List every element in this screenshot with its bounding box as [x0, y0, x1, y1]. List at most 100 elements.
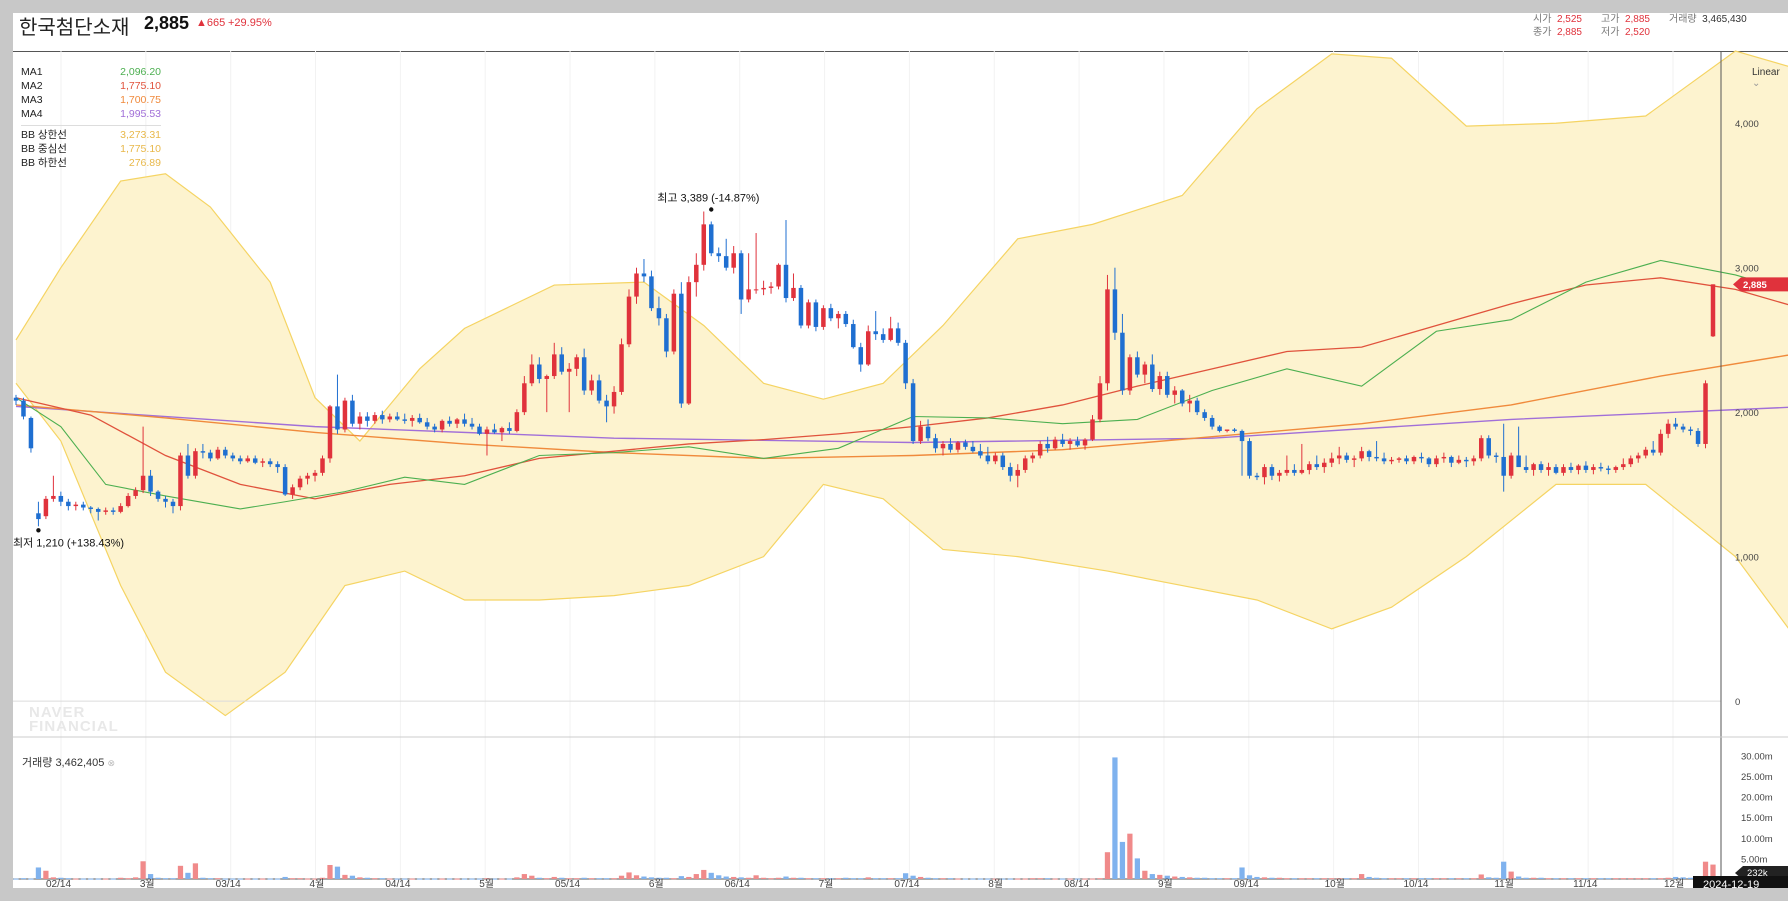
- volume-bar: [1000, 878, 1006, 880]
- volume-bar: [491, 878, 498, 880]
- volume-bar: [1665, 877, 1671, 879]
- x-tick-label: 11월: [1494, 878, 1514, 888]
- ma-legend-value: 1,995.53: [120, 108, 161, 120]
- volume-bar: [125, 878, 131, 880]
- candle-body: [305, 475, 310, 479]
- candle-body: [1531, 464, 1536, 470]
- volume-bar: [1426, 878, 1432, 880]
- volume-bar: [1067, 878, 1073, 880]
- candle-body: [133, 490, 138, 496]
- x-tick-label: 3월: [140, 878, 155, 888]
- ma-legend-value: 1,775.10: [120, 80, 161, 92]
- candle-body: [761, 287, 766, 290]
- volume-bar: [1336, 878, 1342, 880]
- volume-bar: [319, 877, 326, 879]
- volume-bar: [514, 877, 520, 879]
- volume-bar: [858, 878, 864, 880]
- volume-tick-label: 15.00m: [1741, 813, 1773, 824]
- volume-bar: [140, 861, 146, 879]
- volume-tick-label: 5.00m: [1741, 854, 1767, 865]
- candle-body: [574, 357, 579, 369]
- volume-bar: [1493, 877, 1499, 879]
- candle-body: [1135, 357, 1140, 375]
- candle-body: [245, 458, 250, 462]
- candle-body: [342, 400, 348, 430]
- candle-body: [1396, 458, 1402, 460]
- candle-body: [110, 510, 116, 512]
- volume-bar: [626, 872, 632, 879]
- volume-bar: [843, 877, 849, 879]
- candle-body: [813, 302, 819, 327]
- candle-body: [1583, 465, 1589, 470]
- volume-bar: [1680, 877, 1686, 879]
- volume-bar: [394, 878, 400, 880]
- volume-bar: [58, 877, 64, 879]
- volume-bar: [1702, 861, 1709, 879]
- volume-header-value: 3,465,430: [1702, 14, 1747, 25]
- candle-body: [880, 334, 886, 340]
- volume-bar: [237, 878, 243, 880]
- candle-body: [1277, 472, 1282, 476]
- volume-header-label: 거래량: [1669, 14, 1697, 25]
- candle-body: [955, 442, 961, 450]
- volume-bar: [589, 878, 595, 880]
- volume-bar: [656, 877, 662, 879]
- candle-body: [776, 264, 781, 287]
- scale-mode-select[interactable]: Linear ⌄: [1752, 67, 1788, 89]
- watermark-line-1: NAVER: [29, 704, 86, 721]
- volume-bar: [1059, 878, 1066, 880]
- candle-body: [1523, 467, 1529, 470]
- volume-bar: [618, 875, 625, 879]
- candle-body: [155, 491, 161, 499]
- volume-bar: [304, 878, 311, 880]
- price-volume-chart[interactable]: 최고 3,389 (-14.87%)최저 1,210 (+138.43%)유증0…: [13, 13, 1788, 888]
- ma-legend-label: MA2: [21, 80, 43, 92]
- volume-bar: [1545, 878, 1552, 880]
- candle-body: [1359, 451, 1364, 459]
- volume-bar: [603, 878, 610, 880]
- bb-legend-label: BB 상한선: [21, 129, 67, 141]
- volume-bar: [207, 878, 213, 880]
- close-icon[interactable]: ⊗: [107, 758, 115, 768]
- candle-body: [641, 273, 647, 277]
- high-label: 고가: [1601, 14, 1620, 25]
- candle-body: [604, 400, 609, 407]
- volume-bar: [20, 878, 27, 880]
- candle-body: [1471, 458, 1477, 462]
- volume-bar: [185, 872, 191, 879]
- volume-bar: [1321, 878, 1327, 880]
- volume-bar: [506, 878, 513, 880]
- volume-bar: [432, 878, 438, 880]
- volume-bar: [873, 878, 879, 880]
- volume-bar: [402, 878, 408, 880]
- volume-bar: [663, 877, 670, 879]
- candle-body: [1613, 467, 1619, 470]
- candle-body: [66, 501, 71, 507]
- candle-body: [1172, 390, 1177, 395]
- candle-body: [1336, 455, 1342, 459]
- candle-body: [260, 461, 265, 463]
- candle-body: [380, 415, 385, 420]
- volume-bar: [566, 878, 572, 880]
- chevron-down-icon: ⌄: [1752, 78, 1761, 89]
- volume-bar: [1598, 878, 1604, 880]
- candle-body: [895, 328, 901, 343]
- volume-bar: [409, 878, 415, 880]
- current-price-tag-label: 2,885: [1743, 280, 1767, 291]
- volume-bar: [1284, 878, 1290, 880]
- volume-bar: [529, 875, 535, 879]
- volume-bar: [1710, 864, 1716, 879]
- candle-body: [611, 391, 617, 407]
- volume-bar: [917, 876, 924, 879]
- volume-bar: [633, 875, 640, 879]
- bb-legend-value: 3,273.31: [120, 129, 161, 141]
- candle-body: [1449, 456, 1454, 463]
- candle-body: [1628, 458, 1634, 465]
- candle-body: [1486, 438, 1491, 456]
- volume-bar: [835, 878, 841, 880]
- volume-bar: [282, 876, 288, 879]
- x-tick-label: 09/14: [1234, 879, 1259, 888]
- candle-body: [439, 420, 445, 430]
- candle-body: [267, 461, 273, 465]
- volume-bar: [596, 878, 602, 880]
